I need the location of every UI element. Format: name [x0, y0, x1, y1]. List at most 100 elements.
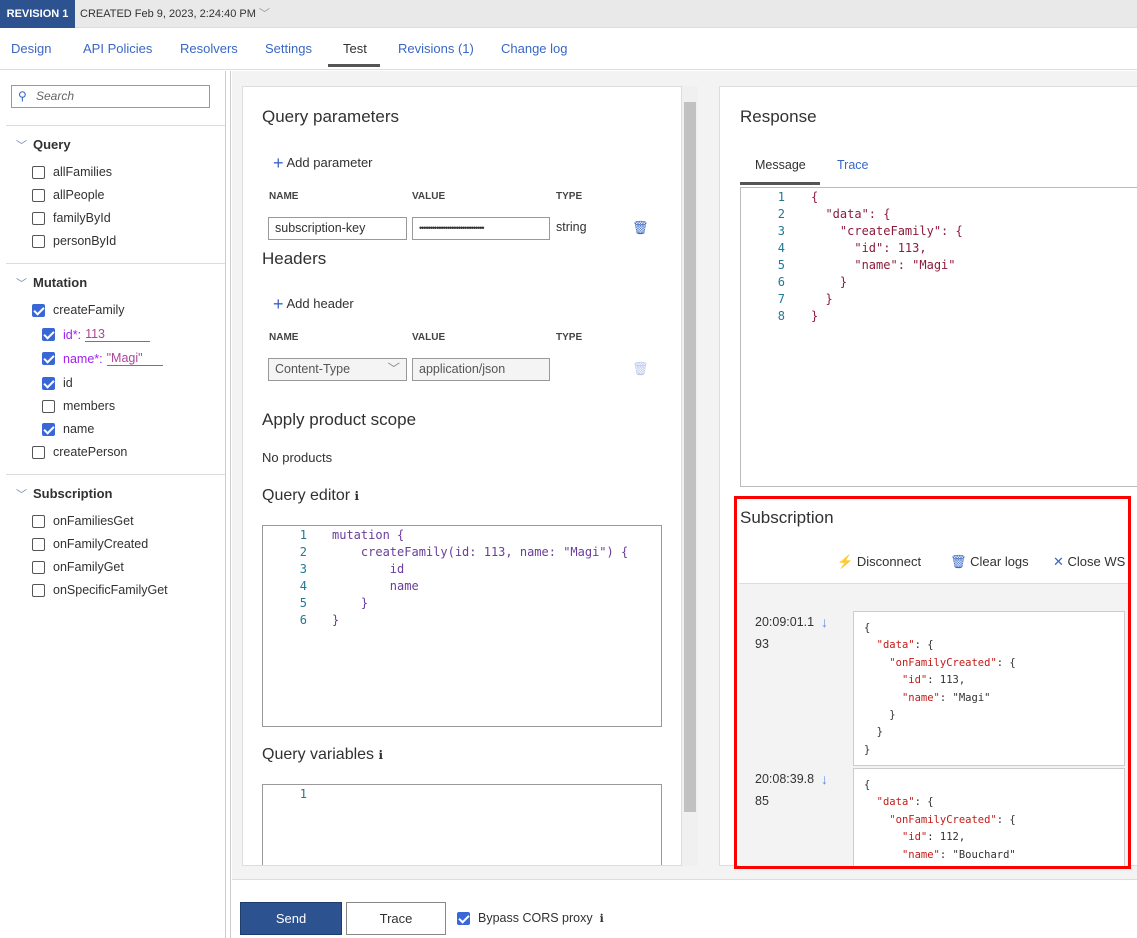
section-title: Query: [33, 137, 71, 152]
checkbox[interactable]: [32, 445, 45, 459]
checkbox[interactable]: [32, 583, 45, 597]
checkbox[interactable]: [32, 560, 45, 574]
tab-trace[interactable]: Trace: [837, 158, 869, 172]
op-familybyid[interactable]: familyById: [32, 211, 111, 225]
op-createfamily[interactable]: createFamily: [32, 303, 125, 317]
field-members[interactable]: members: [42, 399, 115, 413]
code-line: }: [332, 596, 369, 610]
line-number: 1: [299, 528, 307, 542]
op-onfamilyget[interactable]: onFamilyGet: [32, 560, 124, 574]
op-personbyid[interactable]: personById: [32, 234, 116, 248]
code-line: "data": {: [811, 207, 891, 221]
no-products-text: No products: [262, 450, 333, 465]
op-allfamilies[interactable]: allFamilies: [32, 165, 112, 179]
bypass-cors-checkbox[interactable]: Bypass CORS proxy ℹ: [457, 911, 604, 925]
tab-resolvers[interactable]: Resolvers: [180, 41, 238, 56]
line-number: 5: [777, 258, 785, 272]
log-name: "Bouchard": [952, 848, 1016, 861]
info-icon[interactable]: ℹ: [599, 912, 604, 925]
section-query[interactable]: ﹀ Query: [16, 137, 71, 153]
op-onspecificfamilyget[interactable]: onSpecificFamilyGet: [32, 583, 168, 597]
close-ws-button[interactable]: ✕ Close WS: [1053, 554, 1125, 570]
search-input[interactable]: ⚲ Search: [11, 85, 210, 108]
arg-id-input[interactable]: 113: [85, 327, 151, 342]
code-line: "createFamily": {: [811, 224, 963, 238]
code-line: "id": 113,: [811, 241, 927, 255]
revision-bar: [0, 0, 1137, 28]
op-onfamilycreated[interactable]: onFamilyCreated: [32, 537, 148, 551]
line-number: 6: [299, 613, 307, 627]
code-line: mutation {: [332, 528, 405, 542]
add-parameter-button[interactable]: + Add parameter: [273, 153, 373, 174]
clear-logs-button[interactable]: 🗑 Clear logs: [950, 554, 1029, 570]
scrollbar-thumb[interactable]: [684, 102, 696, 812]
section-mutation[interactable]: ﹀ Mutation: [16, 275, 87, 291]
arg-name-input[interactable]: "Magi": [106, 351, 163, 366]
tab-change-log[interactable]: Change log: [501, 41, 568, 56]
delete-param-trash-icon[interactable]: 🗑: [632, 220, 649, 235]
send-button[interactable]: Send: [240, 902, 342, 935]
log-timestamp: 20:08:39.885: [755, 772, 815, 808]
checkbox[interactable]: [32, 537, 45, 551]
revision-created[interactable]: CREATED Feb 9, 2023, 2:24:40 PM ﹀: [80, 0, 270, 28]
delete-header-trash-icon: 🗑: [632, 361, 649, 376]
checkbox[interactable]: [32, 165, 45, 179]
checkbox[interactable]: [32, 514, 45, 528]
add-header-button[interactable]: + Add header: [273, 294, 354, 315]
field-id[interactable]: id: [42, 376, 73, 390]
disconnect-button[interactable]: ⚡ Disconnect: [837, 554, 921, 570]
header-value-input[interactable]: application/json: [412, 358, 550, 381]
clear-logs-label: Clear logs: [970, 554, 1029, 569]
param-name-input[interactable]: subscription-key: [268, 217, 407, 240]
tab-design[interactable]: Design: [11, 41, 52, 56]
code-line: }: [811, 275, 848, 289]
tab-message[interactable]: Message: [755, 158, 806, 172]
search-icon: ⚲: [18, 89, 27, 103]
op-allpeople[interactable]: allPeople: [32, 188, 104, 202]
op-onfamiliesget[interactable]: onFamiliesGet: [32, 514, 134, 528]
header-name-select[interactable]: Content-Type ﹀: [268, 358, 407, 381]
checkbox[interactable]: [42, 352, 55, 365]
section-subscription[interactable]: ﹀ Subscription: [16, 486, 112, 502]
sidebar-divider[interactable]: [230, 71, 231, 938]
trace-button[interactable]: Trace: [346, 902, 446, 935]
line-number: 1: [777, 190, 785, 204]
checkbox[interactable]: [32, 234, 45, 248]
col-name: NAME: [269, 191, 299, 202]
info-icon[interactable]: ℹ: [378, 748, 384, 762]
tab-api-policies[interactable]: API Policies: [83, 41, 153, 56]
arg-name[interactable]: name*: "Magi": [42, 351, 163, 366]
checkbox[interactable]: [32, 211, 45, 225]
code-line: {: [811, 190, 819, 204]
add-header-label: Add header: [286, 296, 354, 311]
code-line: }: [811, 292, 833, 306]
checkbox[interactable]: [32, 303, 45, 317]
headers-title: Headers: [262, 249, 327, 268]
field-name[interactable]: name: [42, 422, 94, 436]
tab-revisions[interactable]: Revisions (1): [398, 41, 474, 56]
line-number: 6: [777, 275, 785, 289]
op-label: familyById: [53, 211, 111, 225]
checkbox[interactable]: [42, 399, 55, 413]
tab-settings[interactable]: Settings: [265, 41, 312, 56]
operations-sidebar: [0, 71, 226, 938]
checkbox[interactable]: [42, 376, 55, 390]
checkbox[interactable]: [32, 188, 45, 202]
search-placeholder: Search: [36, 89, 75, 103]
response-body[interactable]: 1 {2 "data": {3 "createFamily": {4 "id": …: [740, 187, 1137, 487]
checkbox[interactable]: [42, 422, 55, 436]
query-variables-editor[interactable]: 1: [262, 784, 662, 865]
arg-id[interactable]: id*: 113: [42, 327, 151, 342]
info-icon[interactable]: ℹ: [354, 489, 360, 503]
divider: [6, 125, 225, 126]
checkbox[interactable]: [42, 328, 55, 341]
op-createperson[interactable]: createPerson: [32, 445, 127, 459]
param-value-input[interactable]: ••••••••••••••••••••••••••••••: [412, 217, 550, 240]
line-number: 7: [777, 292, 785, 306]
checkbox[interactable]: [457, 911, 470, 925]
query-editor[interactable]: 1 mutation {2 createFamily(id: 113, name:…: [262, 525, 662, 727]
tab-test[interactable]: Test: [343, 41, 367, 56]
bypass-cors-label: Bypass CORS proxy: [478, 911, 593, 925]
section-title: Mutation: [33, 275, 88, 290]
col-type: TYPE: [556, 332, 583, 343]
